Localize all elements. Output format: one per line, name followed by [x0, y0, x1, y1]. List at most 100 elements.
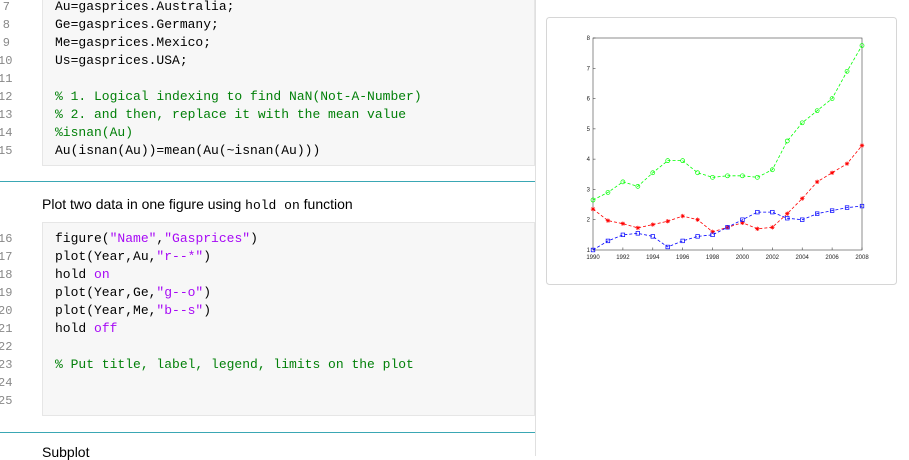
- code-token: "Name": [109, 231, 157, 246]
- code-token: hold: [55, 321, 95, 336]
- marker: [829, 96, 835, 101]
- text-run: hold on: [245, 198, 300, 213]
- section-divider: [0, 432, 535, 433]
- code-token: Us=gasprices.USA;: [55, 53, 188, 68]
- line-number: 15: [0, 144, 13, 158]
- x-tick-label: 2004: [796, 255, 810, 261]
- marker: [710, 229, 715, 235]
- marker: [844, 68, 850, 74]
- section-divider: [0, 181, 535, 182]
- code-line: plot(Year,Ge,"g--o"): [55, 284, 211, 302]
- code-cell: [42, 0, 535, 166]
- line-number: 7: [2, 0, 10, 14]
- code-line: figure("Name","Gasprices"): [55, 230, 258, 248]
- line-number: 23: [0, 358, 13, 372]
- marker: [725, 173, 730, 179]
- marker: [680, 213, 685, 219]
- marker: [770, 209, 775, 215]
- line-number: 21: [0, 322, 13, 336]
- x-tick-label: 1996: [676, 255, 690, 261]
- code-token: plot(Year,Me,: [55, 303, 157, 318]
- marker: [784, 138, 790, 144]
- marker: [635, 231, 640, 236]
- marker: [605, 190, 611, 195]
- x-tick-label: 1990: [586, 255, 600, 261]
- code-line: plot(Year,Au,"r--*"): [55, 248, 211, 266]
- marker: [800, 217, 805, 222]
- y-tick-label: 3: [587, 187, 591, 193]
- code-token: on: [94, 267, 110, 282]
- code-token: "b--s": [156, 303, 204, 318]
- x-tick-label: 1992: [616, 255, 630, 261]
- text-line: Plot two data in one figure using hold o…: [42, 196, 353, 213]
- y-tick-label: 5: [587, 127, 591, 133]
- marker: [650, 234, 655, 239]
- marker: [710, 232, 715, 238]
- marker: [620, 221, 626, 226]
- code-line: Au(isnan(Au))=mean(Au(~isnan(Au))): [55, 142, 320, 160]
- marker: [800, 196, 805, 201]
- code-token: %isnan(Au): [55, 125, 134, 140]
- marker: [665, 158, 671, 164]
- line-number: 20: [0, 304, 13, 318]
- marker: [620, 232, 626, 238]
- x-tick-label: 2000: [736, 255, 750, 261]
- x-tick-label: 2008: [855, 255, 869, 261]
- code-line: Au=gasprices.Australia;: [55, 0, 234, 16]
- code-token: ): [203, 285, 212, 300]
- code-token: % 2. and then, replace it with the mean …: [55, 107, 407, 122]
- marker: [635, 225, 641, 231]
- line-number: 19: [0, 286, 13, 300]
- line-number: 17: [0, 250, 13, 264]
- code-token: ): [250, 231, 258, 246]
- code-line: Ge=gasprices.Germany;: [55, 16, 219, 34]
- series-line: [592, 205, 863, 251]
- code-line: hold on: [55, 266, 110, 284]
- code-token: % 1. Logical indexing to find NaN(Not-A-…: [55, 89, 422, 104]
- marker: [755, 174, 760, 180]
- y-tick-label: 7: [587, 66, 591, 72]
- marker: [620, 179, 626, 185]
- x-tick-label: 1998: [706, 255, 720, 261]
- y-tick-label: 4: [587, 157, 591, 163]
- marker: [829, 208, 835, 213]
- y-tick-label: 6: [587, 97, 591, 103]
- axes: [592, 37, 863, 251]
- marker: [695, 217, 700, 222]
- marker: [859, 43, 865, 48]
- marker: [680, 158, 686, 164]
- code-token: ,: [156, 231, 165, 246]
- text-run: Plot two data in one figure using: [42, 196, 246, 212]
- line-number: 14: [0, 126, 13, 140]
- text-line: Subplot: [42, 444, 89, 460]
- code-token: "r--*": [156, 249, 204, 264]
- marker: [814, 179, 820, 185]
- marker: [799, 120, 805, 126]
- marker: [740, 217, 745, 222]
- marker: [710, 174, 715, 180]
- marker: [665, 219, 670, 224]
- code-line: % 1. Logical indexing to find NaN(Not-A-…: [55, 88, 422, 106]
- marker: [665, 244, 670, 250]
- y-tick-label: 1: [587, 248, 591, 254]
- code-token: Me=gasprices.Mexico;: [55, 35, 212, 50]
- code-token: off: [94, 321, 118, 336]
- line-number: 16: [0, 232, 13, 246]
- code-token: ): [203, 303, 212, 318]
- marker: [590, 197, 596, 203]
- marker: [785, 216, 790, 221]
- marker: [680, 238, 685, 244]
- marker: [815, 211, 820, 216]
- code-cell: [42, 222, 535, 416]
- marker: [650, 222, 655, 227]
- code-token: hold: [55, 267, 95, 282]
- code-token: plot(Year,Au,: [55, 249, 157, 264]
- code-token: "Gasprices": [164, 231, 251, 246]
- code-line: Us=gasprices.USA;: [55, 52, 188, 70]
- line-number: 25: [0, 394, 13, 408]
- marker: [635, 184, 641, 189]
- marker: [740, 220, 745, 225]
- code-token: figure(: [55, 231, 110, 246]
- code-line: % 2. and then, replace it with the mean …: [55, 106, 406, 124]
